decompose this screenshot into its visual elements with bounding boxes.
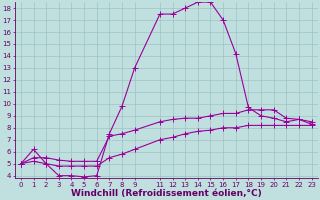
X-axis label: Windchill (Refroidissement éolien,°C): Windchill (Refroidissement éolien,°C) bbox=[71, 189, 262, 198]
